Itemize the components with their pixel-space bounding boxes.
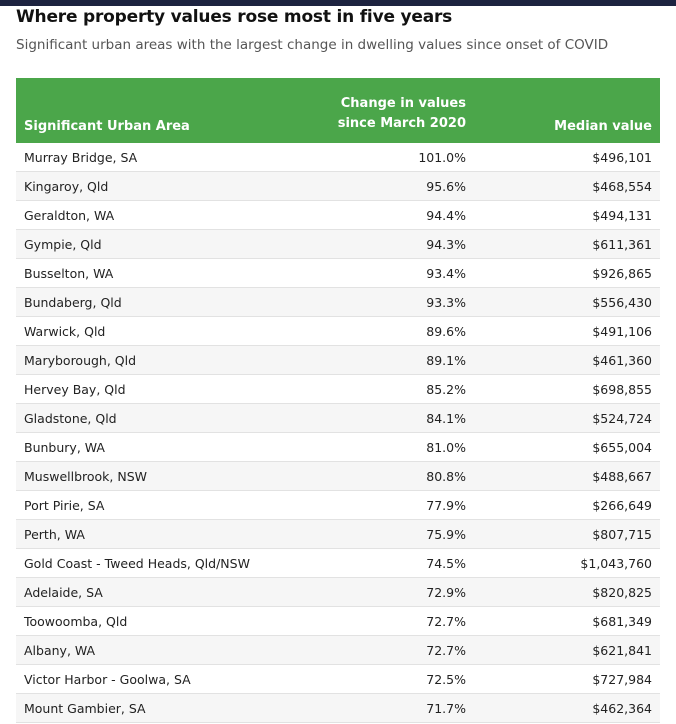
table-cell: $698,855 (474, 374, 660, 404)
table-row: Albany, WA 72.7% $621,841 (16, 635, 660, 665)
table-cell: $524,724 (474, 403, 660, 433)
table-cell: $468,554 (474, 171, 660, 201)
table-cell: Port Pirie, SA (16, 490, 272, 520)
table-row: Kingaroy, Qld 95.6% $468,554 (16, 171, 660, 201)
table-cell: 93.4% (272, 258, 474, 288)
table-cell: 71.7% (272, 693, 474, 723)
table-cell: $491,106 (474, 316, 660, 346)
column-header: Median value (474, 78, 660, 143)
table-row: Port Pirie, SA 77.9% $266,649 (16, 490, 660, 520)
table-cell: $807,715 (474, 519, 660, 549)
table-cell: $820,825 (474, 577, 660, 607)
table-cell: Perth, WA (16, 519, 272, 549)
table-row: Victor Harbor - Goolwa, SA 72.5% $727,984 (16, 664, 660, 694)
table-cell: Hervey Bay, Qld (16, 374, 272, 404)
title: Where property values rose most in five … (16, 7, 453, 27)
table-cell: 72.7% (272, 635, 474, 665)
table-cell: $681,349 (474, 606, 660, 636)
subtitle: Significant urban areas with the largest… (16, 37, 609, 53)
table-cell: 84.1% (272, 403, 474, 433)
column-header: Change in values since March 2020 (272, 78, 474, 143)
table-row: Gold Coast - Tweed Heads, Qld/NSW 74.5% $1… (16, 548, 660, 578)
table-cell: Warwick, Qld (16, 316, 272, 346)
header-row: Significant Urban Area Change in values … (16, 78, 660, 143)
table-cell: Muswellbrook, NSW (16, 461, 272, 491)
table-row: Toowoomba, Qld 72.7% $681,349 (16, 606, 660, 636)
table-cell: $727,984 (474, 664, 660, 694)
table-cell: 89.1% (272, 345, 474, 375)
table-cell: 72.9% (272, 577, 474, 607)
table-row: Busselton, WA 93.4% $926,865 (16, 258, 660, 288)
table-row: Murray Bridge, SA 101.0% $496,101 (16, 143, 660, 172)
table-cell: Adelaide, SA (16, 577, 272, 607)
table-cell: $496,101 (474, 143, 660, 172)
table-cell: $621,841 (474, 635, 660, 665)
table-cell: 89.6% (272, 316, 474, 346)
table-cell: Toowoomba, Qld (16, 606, 272, 636)
table-cell: $926,865 (474, 258, 660, 288)
table-cell: Gympie, Qld (16, 229, 272, 259)
table-row: Gympie, Qld 94.3% $611,361 (16, 229, 660, 259)
table-cell: Mount Gambier, SA (16, 693, 272, 723)
table-cell: 80.8% (272, 461, 474, 491)
table-row: Perth, WA 75.9% $807,715 (16, 519, 660, 549)
table-cell: 74.5% (272, 548, 474, 578)
table-cell: 94.4% (272, 200, 474, 230)
table-cell: Bunbury, WA (16, 432, 272, 462)
table-cell: $611,361 (474, 229, 660, 259)
table-row: Hervey Bay, Qld 85.2% $698,855 (16, 374, 660, 404)
data-table: Significant Urban Area Change in values … (16, 78, 660, 723)
table-cell: $462,364 (474, 693, 660, 723)
table-row: Gladstone, Qld 84.1% $524,724 (16, 403, 660, 433)
table-cell: 72.7% (272, 606, 474, 636)
table-cell: 101.0% (272, 143, 474, 172)
table-cell: 85.2% (272, 374, 474, 404)
table-row: Maryborough, Qld 89.1% $461,360 (16, 345, 660, 375)
table-cell: 94.3% (272, 229, 474, 259)
table-cell: 75.9% (272, 519, 474, 549)
table-cell: Busselton, WA (16, 258, 272, 288)
table-cell: $1,043,760 (474, 548, 660, 578)
table-row: Adelaide, SA 72.9% $820,825 (16, 577, 660, 607)
table-cell: 93.3% (272, 287, 474, 317)
column-header-text: Change in values since March 2020 (337, 96, 466, 131)
table-row: Muswellbrook, NSW 80.8% $488,667 (16, 461, 660, 491)
table-row: Bunbury, WA 81.0% $655,004 (16, 432, 660, 462)
table-cell: $461,360 (474, 345, 660, 375)
table-cell: $494,131 (474, 200, 660, 230)
table-cell: Gold Coast - Tweed Heads, Qld/NSW (16, 548, 272, 578)
table-cell: Victor Harbor - Goolwa, SA (16, 664, 272, 694)
table-cell: Murray Bridge, SA (16, 143, 272, 172)
table-cell: Albany, WA (16, 635, 272, 665)
table-cell: 72.5% (272, 664, 474, 694)
table-cell: Bundaberg, Qld (16, 287, 272, 317)
column-header: Significant Urban Area (16, 78, 272, 143)
table-row: Geraldton, WA 94.4% $494,131 (16, 200, 660, 230)
table-row: Warwick, Qld 89.6% $491,106 (16, 316, 660, 346)
table-cell: Maryborough, Qld (16, 345, 272, 375)
table-cell: Gladstone, Qld (16, 403, 272, 433)
table-cell: $655,004 (474, 432, 660, 462)
table-cell: 81.0% (272, 432, 474, 462)
table-cell: Kingaroy, Qld (16, 171, 272, 201)
table-cell: $266,649 (474, 490, 660, 520)
table-cell: 95.6% (272, 171, 474, 201)
table-cell: 77.9% (272, 490, 474, 520)
table-cell: $488,667 (474, 461, 660, 491)
top-bar (0, 0, 676, 6)
table-row: Bundaberg, Qld 93.3% $556,430 (16, 287, 660, 317)
table-cell: Geraldton, WA (16, 200, 272, 230)
table-cell: $556,430 (474, 287, 660, 317)
table-row: Mount Gambier, SA 71.7% $462,364 (16, 693, 660, 723)
